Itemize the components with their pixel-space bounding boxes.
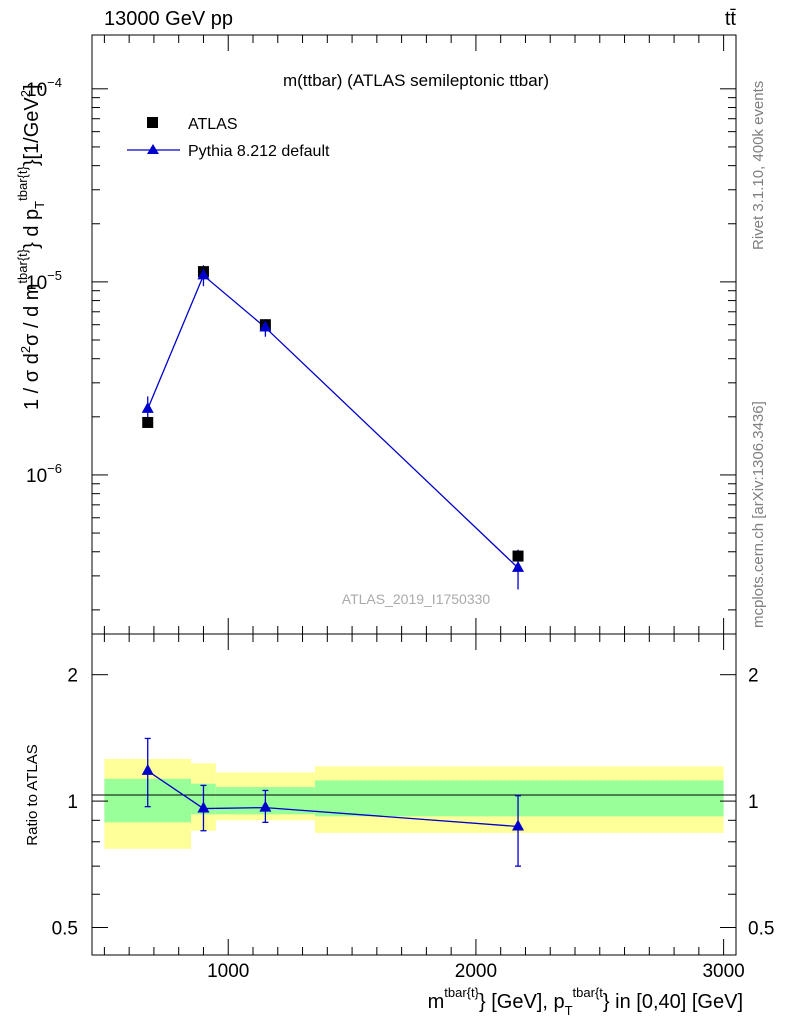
header-right: tt̄ bbox=[725, 8, 737, 30]
ratio-panel: 1000 2000 3000 0.5 0.5 1 1 2 2 Ratio to ATLAS mt… bbox=[24, 633, 774, 1018]
main-series-group bbox=[141, 265, 525, 590]
main-ylabel: 1 / σ d2σ / d mtbar{t}} d pTtbar{t}}[1/G… bbox=[15, 84, 47, 410]
side-text-top: Rivet 3.1.10, 400k events bbox=[750, 81, 767, 250]
pythia-marker bbox=[259, 320, 272, 332]
main-title: m(ttbar) (ATLAS semileptonic ttbar) bbox=[283, 71, 549, 90]
ratio-y-tick-label-right: 1 bbox=[748, 792, 759, 813]
atlas-data-point bbox=[142, 416, 154, 428]
legend: ATLAS Pythia 8.212 default bbox=[127, 116, 330, 160]
ratio-pythia-line bbox=[147, 770, 519, 828]
main-y-tick-label: 10−6 bbox=[26, 461, 62, 487]
main-panel: 10−6 10−5 10−4 m(ttbar) (ATLAS semileptoni… bbox=[15, 34, 737, 635]
ratio-pythia-marker bbox=[512, 819, 525, 831]
legend-label-pythia: Pythia 8.212 default bbox=[188, 143, 330, 160]
ratio-pythia-marker bbox=[197, 801, 210, 813]
main-tick-group: 10−6 10−5 10−4 bbox=[26, 35, 736, 634]
pythia-marker bbox=[197, 268, 210, 280]
ratio-series-group bbox=[141, 737, 525, 867]
ratio-frame bbox=[91, 633, 737, 956]
ratio-band-inner bbox=[314, 780, 724, 817]
ratio-pythia-marker bbox=[259, 800, 272, 812]
ratio-y-tick-label-left: 2 bbox=[67, 666, 78, 687]
ratio-x-tick-label: 1000 bbox=[207, 961, 249, 982]
ratio-ylabel: Ratio to ATLAS bbox=[24, 744, 41, 845]
header-left: 13000 GeV pp bbox=[104, 8, 233, 30]
legend-marker-pythia bbox=[147, 144, 159, 154]
ratio-pythia-marker bbox=[141, 763, 154, 775]
atlas-data-point bbox=[512, 550, 524, 562]
ratio-xlabel: mtbar{t}} [GeV], pTtbar{t} in [0,40] [Ge… bbox=[428, 985, 743, 1018]
main-y-tick-label: 10−4 bbox=[26, 75, 62, 101]
ratio-y-tick-label-left: 0.5 bbox=[52, 918, 78, 939]
ratio-x-tick-label: 3000 bbox=[702, 961, 744, 982]
ratio-y-tick-label-right: 2 bbox=[748, 666, 759, 687]
pythia-marker bbox=[512, 560, 525, 572]
legend-label-atlas: ATLAS bbox=[188, 116, 238, 133]
ratio-y-tick-label-left: 1 bbox=[67, 792, 78, 813]
pythia-marker bbox=[141, 401, 154, 413]
pythia-line bbox=[147, 274, 519, 569]
main-y-tick-label: 10−5 bbox=[26, 268, 62, 294]
ratio-tick-group: 1000 2000 3000 0.5 0.5 1 1 2 2 bbox=[52, 634, 774, 982]
analysis-watermark: ATLAS_2019_I1750330 bbox=[342, 591, 491, 607]
side-text-bottom: mcplots.cern.ch [arXiv:1306.3436] bbox=[750, 401, 767, 628]
legend-marker-atlas bbox=[147, 117, 158, 128]
ratio-y-tick-label-right: 0.5 bbox=[748, 918, 774, 939]
ratio-x-tick-label: 2000 bbox=[455, 961, 497, 982]
